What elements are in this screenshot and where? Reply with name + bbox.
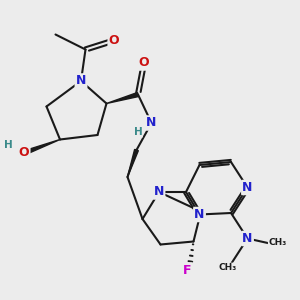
Text: CH₃: CH₃ [268, 238, 286, 247]
Text: N: N [76, 74, 86, 88]
Text: H: H [4, 140, 13, 151]
Text: O: O [109, 34, 119, 47]
Text: CH₃: CH₃ [219, 263, 237, 272]
Text: O: O [19, 146, 29, 160]
Text: N: N [194, 208, 205, 221]
Text: O: O [139, 56, 149, 70]
Polygon shape [128, 149, 138, 177]
Text: F: F [183, 263, 192, 277]
Polygon shape [106, 92, 139, 104]
Text: N: N [154, 185, 164, 199]
Polygon shape [23, 140, 60, 155]
Text: H: H [134, 127, 142, 137]
Text: N: N [242, 181, 253, 194]
Text: N: N [146, 116, 157, 130]
Text: N: N [242, 232, 253, 245]
